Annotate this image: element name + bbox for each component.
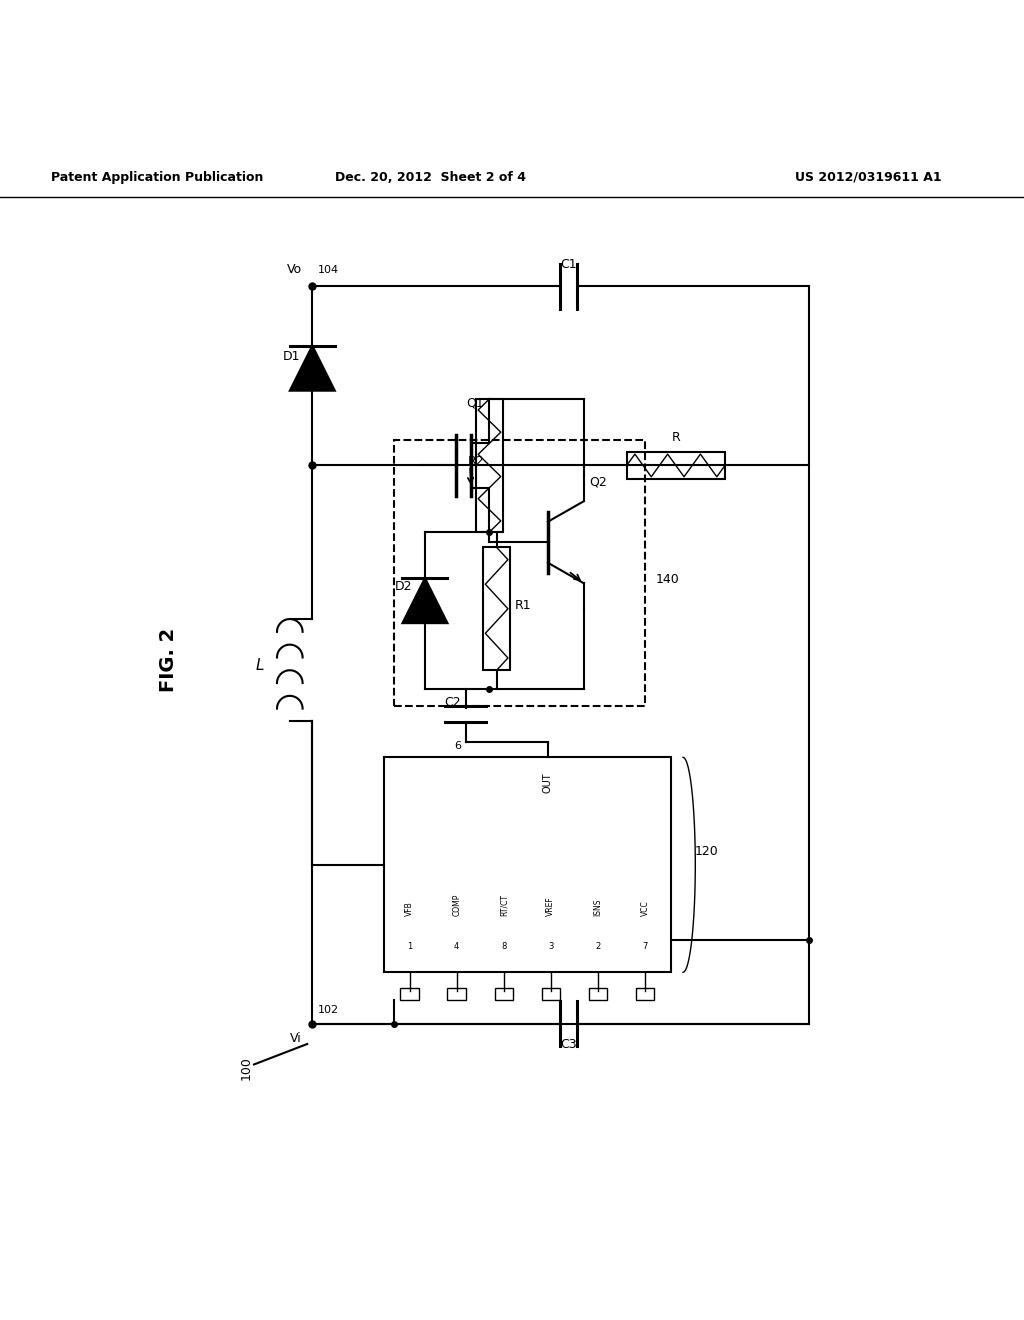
Text: R: R bbox=[672, 430, 680, 444]
Text: 2: 2 bbox=[595, 942, 601, 952]
Bar bbox=[400, 987, 419, 1001]
Text: OUT: OUT bbox=[543, 772, 553, 793]
Text: L: L bbox=[256, 659, 264, 673]
Bar bbox=[394, 440, 645, 706]
Text: 140: 140 bbox=[655, 573, 679, 586]
Text: ISNS: ISNS bbox=[594, 899, 602, 916]
Polygon shape bbox=[402, 578, 447, 623]
Text: Vi: Vi bbox=[291, 1032, 302, 1045]
Text: Vo: Vo bbox=[287, 263, 302, 276]
Text: 4: 4 bbox=[454, 942, 460, 952]
Bar bbox=[627, 453, 725, 479]
Text: 120: 120 bbox=[694, 845, 719, 858]
Text: C1: C1 bbox=[560, 257, 577, 271]
Text: 6: 6 bbox=[454, 741, 461, 751]
Text: 8: 8 bbox=[501, 942, 507, 952]
Text: Dec. 20, 2012  Sheet 2 of 4: Dec. 20, 2012 Sheet 2 of 4 bbox=[335, 170, 525, 183]
Text: Patent Application Publication: Patent Application Publication bbox=[51, 170, 263, 183]
Text: C3: C3 bbox=[560, 1038, 577, 1051]
Bar bbox=[495, 987, 513, 1001]
Text: 3: 3 bbox=[548, 942, 554, 952]
Text: COMP: COMP bbox=[453, 894, 461, 916]
Text: R1: R1 bbox=[515, 599, 531, 611]
Text: FIG. 2: FIG. 2 bbox=[160, 628, 178, 692]
Bar bbox=[384, 758, 671, 973]
Text: Q1: Q1 bbox=[466, 396, 483, 409]
Text: D2: D2 bbox=[395, 581, 413, 594]
Text: VREF: VREF bbox=[547, 896, 555, 916]
Text: 102: 102 bbox=[317, 1006, 339, 1015]
Text: 100: 100 bbox=[240, 1056, 252, 1080]
Bar bbox=[447, 987, 466, 1001]
Text: R2: R2 bbox=[468, 455, 484, 469]
Bar bbox=[542, 987, 560, 1001]
Bar bbox=[589, 987, 607, 1001]
Text: D1: D1 bbox=[283, 350, 300, 363]
Bar bbox=[476, 399, 503, 532]
Text: C2: C2 bbox=[444, 696, 461, 709]
Text: 7: 7 bbox=[642, 942, 648, 952]
Text: Q2: Q2 bbox=[589, 477, 606, 488]
Text: VFB: VFB bbox=[406, 902, 414, 916]
Text: VCC: VCC bbox=[641, 900, 649, 916]
Polygon shape bbox=[290, 346, 335, 391]
Bar bbox=[636, 987, 654, 1001]
Text: 104: 104 bbox=[317, 265, 339, 275]
Text: US 2012/0319611 A1: US 2012/0319611 A1 bbox=[796, 170, 942, 183]
Text: RT/CT: RT/CT bbox=[500, 894, 508, 916]
Text: 1: 1 bbox=[407, 942, 413, 952]
Bar bbox=[483, 548, 510, 671]
